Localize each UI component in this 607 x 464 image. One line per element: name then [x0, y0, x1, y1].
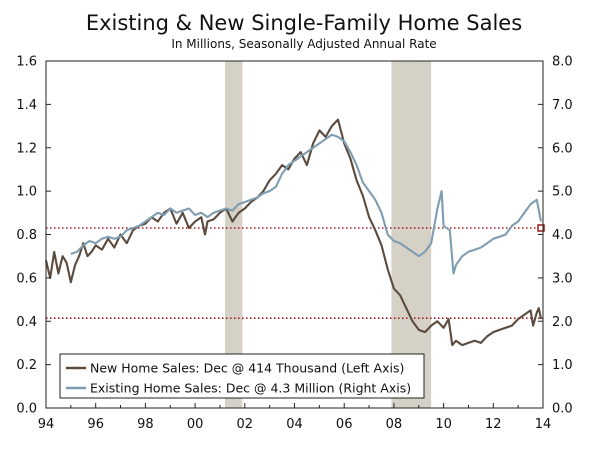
recession-bands	[224, 61, 432, 408]
end-marker	[537, 224, 545, 232]
series-line	[44, 118, 543, 347]
x-tick-label: 02	[237, 417, 254, 432]
y-right-tick-label: 1.0	[552, 358, 573, 373]
x-tick-label: 10	[435, 417, 452, 432]
x-tick-label: 04	[286, 417, 303, 432]
y-right-tick-label: 4.0	[552, 228, 573, 243]
y-right-tick-label: 8.0	[552, 55, 573, 70]
recession-band	[391, 61, 432, 408]
series-line	[70, 133, 543, 275]
x-tick-label: 12	[485, 417, 502, 432]
y-left-tick-label: 0.4	[16, 315, 37, 330]
y-left-tick-label: 1.2	[16, 141, 37, 156]
y-right-tick-label: 0.0	[552, 402, 573, 417]
x-tick-label: 98	[137, 417, 154, 432]
y-left-tick-label: 1.4	[16, 98, 37, 113]
recession-band	[224, 61, 243, 408]
y-left-tick-label: 0.8	[16, 228, 37, 243]
x-tick-label: 94	[38, 417, 55, 432]
legend-label: New Home Sales: Dec @ 414 Thousand (Left…	[90, 361, 404, 376]
y-right-tick-label: 2.0	[552, 315, 573, 330]
legend-box	[59, 353, 425, 399]
chart-subtitle: In Millions, Seasonally Adjusted Annual …	[171, 37, 436, 51]
x-tick-label: 08	[386, 417, 403, 432]
y-right-tick-label: 6.0	[552, 141, 573, 156]
axes: 0.0 0.2 0.4 0.6 0.8 1.0 1.2 1.4 1.6 0.0 1.0 2.0 3.0 4…	[16, 55, 572, 433]
x-tick-label: 06	[336, 417, 353, 432]
legend-label: Existing Home Sales: Dec @ 4.3 Million (…	[90, 381, 411, 396]
y-left-tick-label: 0.0	[16, 402, 37, 417]
x-tick-label: 96	[87, 417, 104, 432]
chart-title: Existing & New Single-Family Home Sales	[86, 11, 522, 35]
legend: New Home Sales: Dec @ 414 Thousand (Left…	[59, 353, 425, 399]
y-left-tick-label: 1.0	[16, 185, 37, 200]
y-left-tick-label: 1.6	[16, 55, 37, 70]
reference-lines	[46, 227, 543, 320]
y-left-tick-label: 0.2	[16, 358, 37, 373]
y-left-tick-label: 0.6	[16, 271, 37, 286]
x-tick-label: 14	[535, 417, 552, 432]
series-lines	[44, 118, 545, 347]
y-right-tick-label: 5.0	[552, 185, 573, 200]
x-tick-label: 00	[187, 417, 204, 432]
y-right-tick-label: 3.0	[552, 271, 573, 286]
y-right-tick-label: 7.0	[552, 98, 573, 113]
